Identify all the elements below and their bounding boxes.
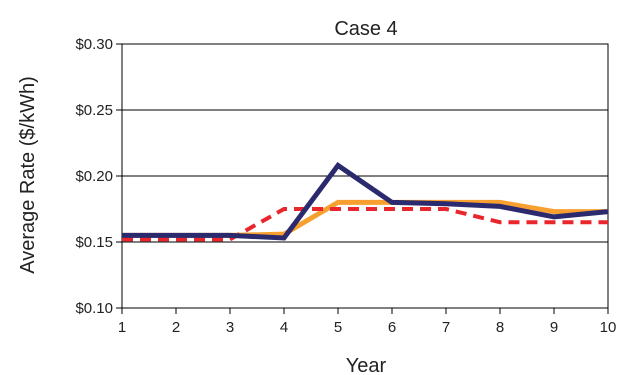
y-tick-label: $0.10	[75, 300, 113, 317]
y-tick-label: $0.30	[75, 36, 113, 53]
x-tick-label: 7	[442, 319, 450, 336]
x-axis-title: Year	[346, 355, 387, 375]
x-tick-label: 5	[334, 319, 342, 336]
y-axis-title: Average Rate ($/kWh)	[17, 76, 39, 274]
y-axis-ticks: $0.10 $0.15 $0.20 $0.25 $0.30	[75, 36, 122, 317]
x-tick-label: 1	[118, 319, 126, 336]
x-tick-label: 8	[496, 319, 504, 336]
x-tick-label: 6	[388, 319, 396, 336]
series-line-3	[122, 161, 609, 241]
y-tick-label: $0.20	[75, 168, 113, 185]
x-tick-label: 4	[280, 319, 288, 336]
y-tick-label: $0.15	[75, 234, 113, 251]
x-axis-ticks: 1 2 3 4 5 6 7 8 9 10	[118, 308, 617, 336]
series-layer	[121, 161, 609, 242]
grid-lines	[122, 43, 608, 309]
series-line-1	[122, 199, 608, 238]
x-tick-label: 10	[600, 319, 617, 336]
chart-title: Case 4	[334, 18, 397, 40]
x-tick-label: 3	[226, 319, 234, 336]
y-tick-label: $0.25	[75, 102, 113, 119]
x-tick-label: 9	[550, 319, 558, 336]
x-tick-label: 2	[172, 319, 180, 336]
series-line-2	[122, 207, 608, 242]
